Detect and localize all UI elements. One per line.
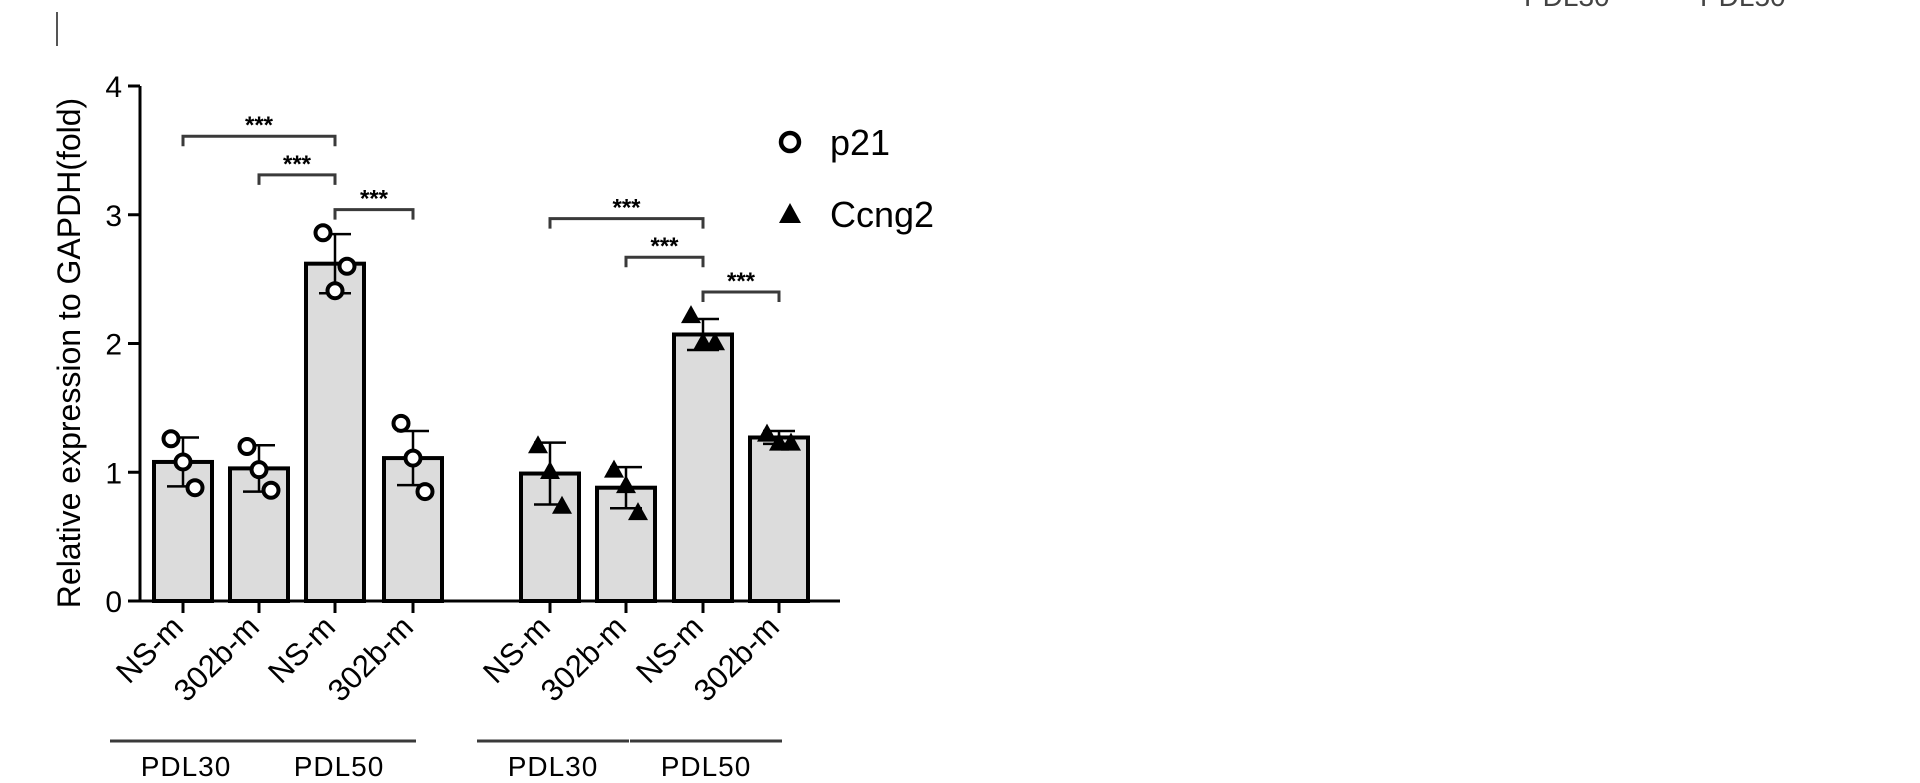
data-point-triangle [628, 502, 648, 521]
legend-marker-circle [778, 130, 802, 154]
significance-label: *** [360, 186, 389, 213]
data-point-circle [415, 482, 435, 502]
group-label: PDL50 [294, 751, 385, 782]
significance-bracket [257, 173, 337, 185]
data-point-triangle [757, 423, 777, 442]
cropped-top-label-2: PDL50 [1700, 0, 1786, 12]
group-labels: PDL30 PDL50 PDL30 PDL50 [110, 739, 782, 782]
significance-bracket [181, 134, 337, 147]
significance-bracket [548, 217, 705, 229]
legend-marker-triangle [779, 203, 801, 223]
y-tick-label: 2 [105, 329, 122, 362]
group-label: PDL30 [141, 751, 232, 782]
data-point-triangle [681, 305, 701, 324]
category-label: 302b-m [687, 609, 786, 708]
significance-bracket [624, 255, 705, 268]
category-label: 302b-m [321, 609, 420, 708]
data-point-circle [185, 478, 205, 498]
category-label: 302b-m [167, 609, 266, 708]
data-points [161, 223, 801, 521]
bar [304, 261, 366, 603]
bars [152, 261, 810, 604]
cropped-top-label-1: PDL30 [1524, 0, 1610, 12]
data-point-circle [325, 281, 345, 301]
data-point-circle [403, 448, 423, 468]
y-tick-label: 1 [105, 457, 122, 490]
data-point-triangle [528, 435, 548, 454]
group-label: PDL50 [661, 751, 752, 782]
cropped-figure-edge: PDL30 PDL50 [56, 0, 1786, 46]
data-point-triangle [616, 475, 636, 494]
y-tick-label: 0 [105, 586, 122, 619]
bar [382, 456, 444, 603]
legend-label: p21 [830, 122, 890, 163]
data-point-triangle [540, 460, 560, 479]
legend: p21 Ccng2 [778, 122, 934, 235]
data-point-circle [161, 429, 181, 449]
data-point-triangle [781, 432, 801, 451]
bar [672, 332, 734, 603]
data-point-circle [391, 413, 411, 433]
category-label: 302b-m [534, 609, 633, 708]
data-point-circle [337, 256, 357, 276]
data-point-circle [173, 452, 193, 472]
significance-label: *** [612, 195, 641, 222]
bar [748, 435, 810, 603]
y-axis: 0 1 2 3 4 [105, 71, 142, 619]
significance-brackets: *** *** *** *** *** *** [181, 112, 781, 302]
significance-label: *** [245, 112, 274, 139]
significance-bracket [333, 208, 415, 220]
legend-label: Ccng2 [830, 194, 934, 235]
data-point-circle [249, 460, 269, 480]
significance-bracket [701, 290, 781, 302]
y-tick-label: 4 [105, 71, 122, 104]
group-label: PDL30 [508, 751, 599, 782]
data-point-triangle [552, 495, 572, 514]
data-point-circle [313, 223, 333, 243]
data-point-circle [237, 437, 257, 456]
significance-label: *** [727, 268, 756, 295]
y-axis-label: Relative expression to GAPDH(fold) [51, 98, 87, 608]
significance-label: *** [650, 233, 679, 260]
data-point-triangle [604, 459, 624, 478]
data-point-circle [261, 480, 281, 500]
data-point-triangle [705, 332, 725, 351]
y-tick-label: 3 [105, 200, 122, 233]
significance-label: *** [283, 151, 312, 178]
